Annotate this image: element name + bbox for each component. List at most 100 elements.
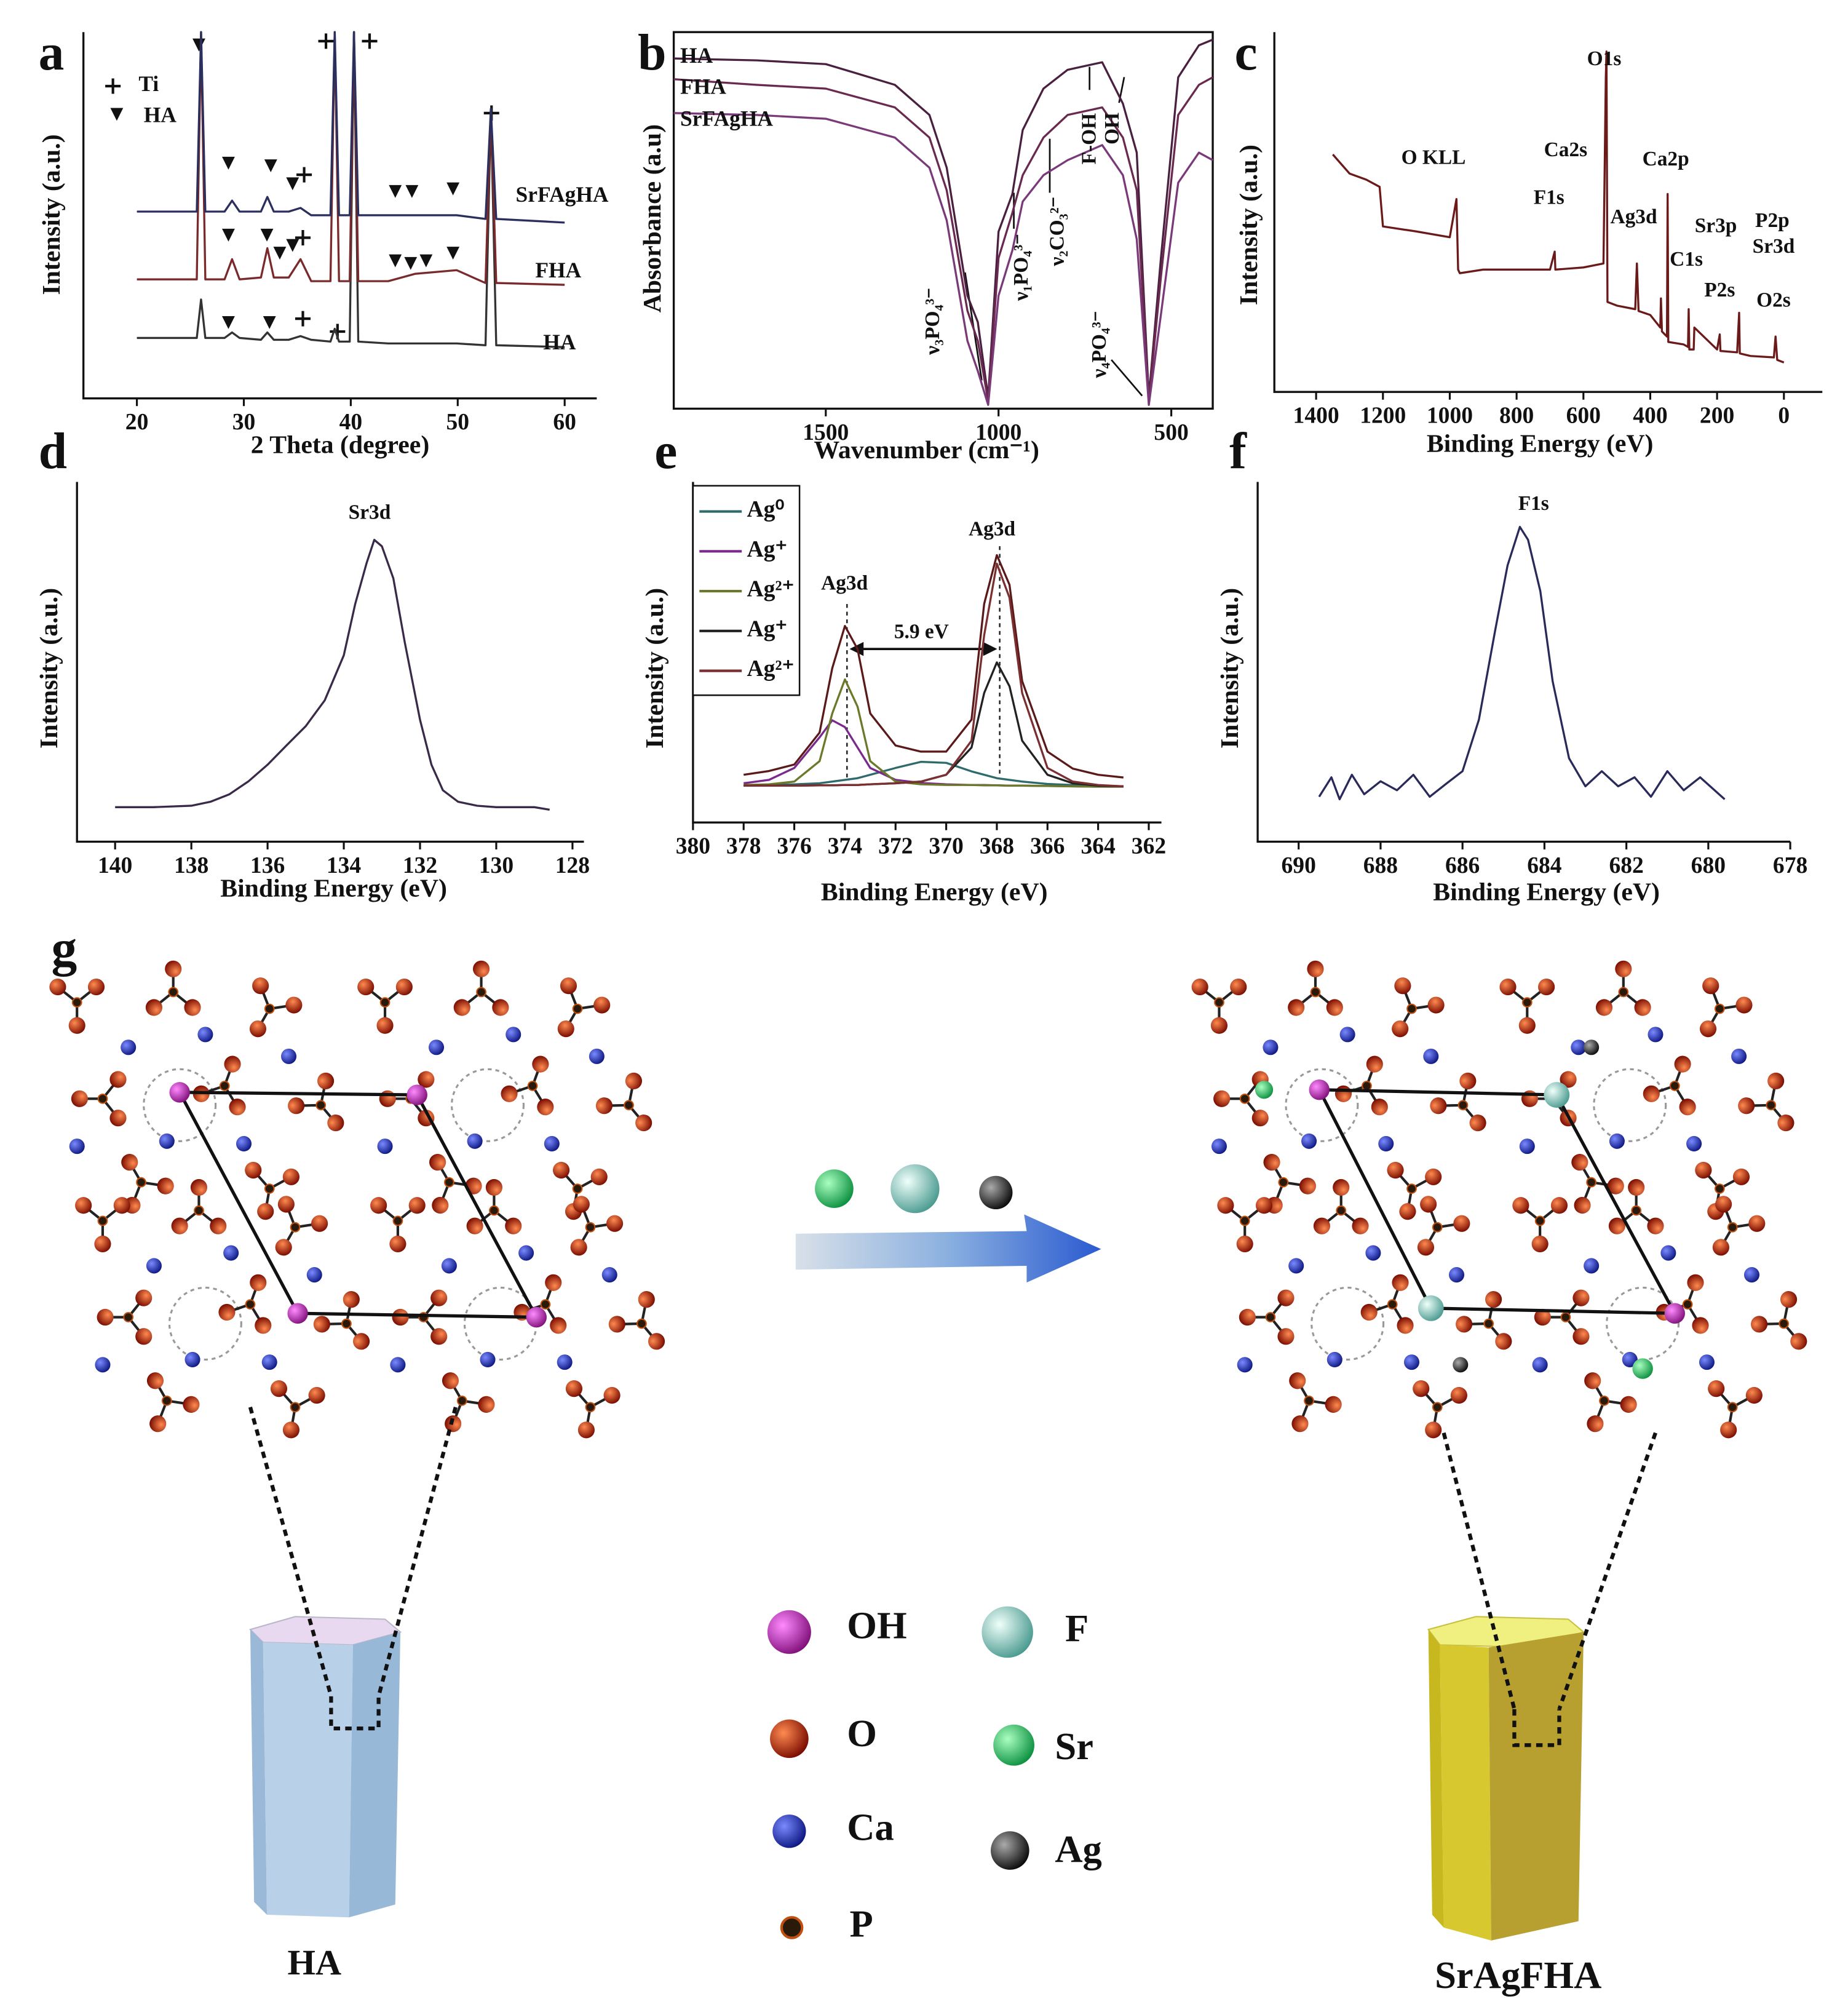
zoom-lines bbox=[1442, 1432, 1657, 1747]
legend-label: Ag bbox=[1055, 1827, 1102, 1870]
annotation: F1s bbox=[1518, 492, 1549, 515]
legend-label: Sr bbox=[1055, 1725, 1093, 1768]
prism-face bbox=[250, 1629, 268, 1915]
x-tick-label: 372 bbox=[878, 834, 913, 859]
annotation: ν₄PO₄³⁻ bbox=[1088, 311, 1111, 378]
series-label: FHA bbox=[535, 258, 581, 282]
f-atom bbox=[1418, 1295, 1444, 1321]
x-tick-label: 364 bbox=[1081, 834, 1116, 859]
splitting-arrow bbox=[849, 642, 997, 656]
series-label: HA bbox=[680, 43, 713, 68]
panel-label: c bbox=[1235, 25, 1258, 81]
x-tick-label: 682 bbox=[1609, 853, 1643, 878]
prism-face bbox=[1440, 1645, 1491, 1941]
x-tick-label: 130 bbox=[479, 853, 514, 878]
x-tick-label: 690 bbox=[1282, 853, 1316, 878]
ha-lattice bbox=[49, 961, 683, 1443]
annotation: O KLL bbox=[1402, 146, 1466, 169]
x-tick-label: 138 bbox=[174, 853, 208, 878]
legend-label: Ca bbox=[847, 1806, 894, 1849]
oh-atom bbox=[1664, 1303, 1685, 1324]
spectrum-line bbox=[115, 538, 550, 811]
oh-atom bbox=[526, 1306, 547, 1328]
legend-swatch bbox=[991, 1831, 1029, 1870]
annotation: C1s bbox=[1670, 248, 1703, 271]
x-tick-label: 1000 bbox=[1427, 403, 1473, 429]
spectrum-line bbox=[744, 562, 1124, 788]
x-tick-label: 600 bbox=[1566, 403, 1601, 429]
spectrum-line bbox=[744, 661, 1124, 788]
x-tick-label: 370 bbox=[929, 834, 963, 859]
axes bbox=[82, 32, 597, 400]
annotation: P2s bbox=[1704, 279, 1735, 301]
legend-swatch bbox=[780, 1916, 804, 1939]
marker-legend-label: HA bbox=[144, 102, 177, 127]
annotation: ν₁PO₄³⁻ bbox=[1010, 234, 1033, 301]
prism-face bbox=[1428, 1629, 1444, 1928]
annotation: P2p bbox=[1755, 209, 1790, 232]
panel-label: b bbox=[638, 25, 666, 81]
spectrum-line bbox=[1332, 50, 1785, 364]
x-tick-label: 688 bbox=[1363, 853, 1398, 878]
oh-atom bbox=[287, 1303, 308, 1324]
x-tick-label: 366 bbox=[1030, 834, 1065, 859]
x-tick-label: 378 bbox=[726, 834, 761, 859]
spectrum-line bbox=[673, 38, 1213, 399]
x-tick-label: 40 bbox=[339, 410, 363, 435]
x-tick-label: 128 bbox=[555, 853, 590, 878]
y-axis-label: Intensity (a.u.) bbox=[35, 588, 63, 749]
x-tick-label: 1400 bbox=[1293, 403, 1339, 429]
oh-atom bbox=[1309, 1079, 1330, 1100]
spectrum-line bbox=[743, 554, 1124, 779]
panel-label: a bbox=[39, 25, 65, 81]
prism-face bbox=[263, 1642, 353, 1918]
legend-swatch bbox=[770, 1719, 809, 1759]
oh-atom bbox=[169, 1082, 190, 1103]
spectrum-line bbox=[137, 31, 565, 224]
legend-swatch bbox=[982, 1606, 1033, 1658]
x-tick-label: 678 bbox=[1773, 853, 1807, 878]
x-tick-label: 800 bbox=[1499, 403, 1534, 429]
x-tick-label: 132 bbox=[403, 853, 437, 878]
annotation: ν₃PO₄³⁻ bbox=[921, 288, 944, 356]
legend-label: O bbox=[847, 1712, 877, 1755]
series-label: FHA bbox=[680, 74, 726, 98]
x-tick-label: 380 bbox=[676, 834, 710, 859]
ag-atom bbox=[1584, 1039, 1600, 1055]
series-label: SrFAgHA bbox=[516, 182, 609, 207]
crystal-label: HA bbox=[287, 1942, 341, 1982]
series-label: HA bbox=[543, 330, 576, 354]
annotation: Ca2p bbox=[1643, 148, 1689, 170]
x-tick-label: 368 bbox=[980, 834, 1014, 859]
annotation: F-OH bbox=[1077, 113, 1100, 165]
axes bbox=[76, 482, 584, 843]
x-tick-label: 1200 bbox=[1360, 403, 1406, 429]
x-axis-label: Binding Energy (eV) bbox=[1433, 878, 1660, 907]
spectrum-line bbox=[673, 76, 1213, 402]
peak-guides bbox=[846, 546, 1001, 778]
annotation: Ag3d bbox=[969, 518, 1015, 541]
y-axis-label: Absorbance (a.u) bbox=[638, 124, 667, 312]
annotation: O1s bbox=[1587, 47, 1622, 70]
annotation: O2s bbox=[1756, 289, 1791, 312]
x-tick-label: 1500 bbox=[803, 420, 849, 445]
ha-peak-markers bbox=[110, 38, 460, 329]
x-axis-label: Binding Energy (eV) bbox=[1427, 430, 1654, 458]
annotation: Ca2s bbox=[1544, 138, 1587, 161]
ag-atom bbox=[1453, 1357, 1469, 1373]
spectrum-line bbox=[1318, 525, 1726, 801]
spectrum-line bbox=[744, 678, 1124, 788]
legend-swatch bbox=[767, 1610, 811, 1654]
legend-label: Ag⁺ bbox=[747, 616, 788, 642]
unit-cell bbox=[1316, 1088, 1678, 1315]
spectrum-line bbox=[137, 31, 565, 348]
legend-swatch bbox=[993, 1724, 1034, 1766]
x-tick-label: 50 bbox=[446, 410, 470, 435]
panel-label: d bbox=[39, 423, 67, 480]
x-tick-label: 30 bbox=[232, 410, 256, 435]
series-label: SrFAgHA bbox=[680, 106, 773, 131]
x-axis-label: Binding Energy (eV) bbox=[220, 874, 447, 902]
f-atom bbox=[890, 1164, 940, 1214]
arrow bbox=[795, 1214, 1101, 1283]
